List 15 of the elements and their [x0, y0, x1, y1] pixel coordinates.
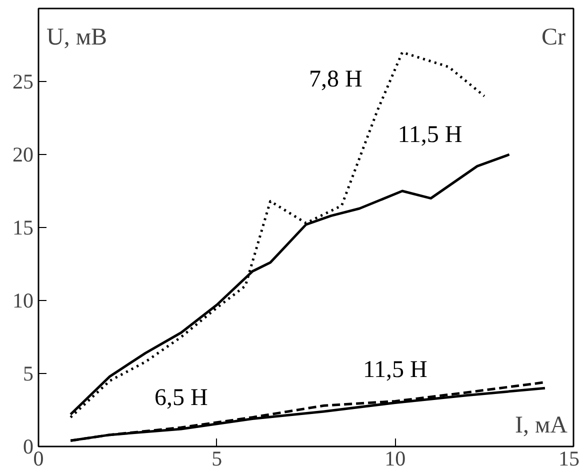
text: Cr	[542, 24, 566, 50]
y-tick-label: 10	[12, 288, 34, 312]
y-axis-title: U, мВ	[46, 24, 108, 50]
x-tick-label: 10	[384, 446, 406, 470]
y-tick-label: 15	[12, 216, 34, 240]
x-tick-label: 15	[558, 446, 579, 470]
y-tick-label: 5	[23, 362, 34, 386]
series-label: 7,8 Н	[309, 66, 362, 93]
series-label: 11,5 Н	[362, 357, 428, 384]
x-tick-label: 5	[212, 446, 222, 470]
y-tick-label: 25	[12, 70, 34, 94]
y-tick-label: 20	[12, 142, 34, 166]
series-label: 6,5 Н	[154, 384, 208, 411]
series-label: 11,5 Н	[398, 122, 462, 148]
x-axis-title: I, мА	[514, 412, 568, 438]
